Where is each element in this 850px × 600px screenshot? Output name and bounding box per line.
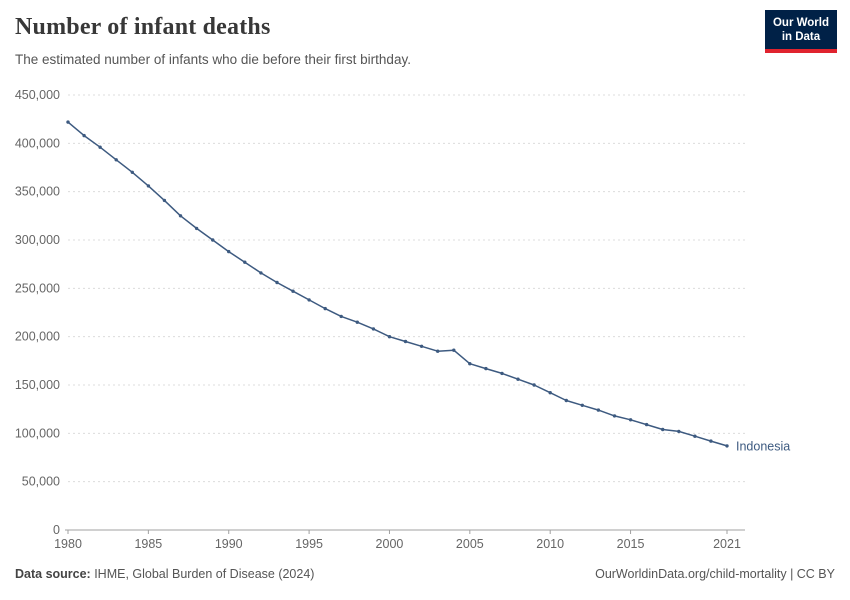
svg-text:1985: 1985 — [134, 537, 162, 551]
svg-text:1995: 1995 — [295, 537, 323, 551]
svg-text:100,000: 100,000 — [15, 426, 60, 440]
svg-text:200,000: 200,000 — [15, 330, 60, 344]
svg-text:250,000: 250,000 — [15, 281, 60, 295]
svg-text:300,000: 300,000 — [15, 233, 60, 247]
svg-text:Indonesia: Indonesia — [736, 439, 790, 453]
line-chart: 0 50,000 100,000 150,000 200,000 250,000 300,0… — [15, 88, 790, 551]
svg-text:0: 0 — [53, 523, 60, 537]
svg-text:50,000: 50,000 — [22, 475, 60, 489]
svg-text:2021: 2021 — [713, 537, 741, 551]
svg-text:1990: 1990 — [215, 537, 243, 551]
owid-logo-line2: in Data — [781, 31, 821, 44]
data-source-value: IHME, Global Burden of Disease (2024) — [90, 567, 315, 581]
credit-link[interactable]: OurWorldinData.org/child-mortality | CC … — [595, 567, 835, 581]
data-source: Data source: IHME, Global Burden of Dise… — [15, 567, 314, 581]
svg-text:350,000: 350,000 — [15, 185, 60, 199]
svg-text:150,000: 150,000 — [15, 378, 60, 392]
svg-text:2010: 2010 — [536, 537, 564, 551]
svg-text:400,000: 400,000 — [15, 136, 60, 150]
data-source-label: Data source: — [15, 567, 91, 581]
svg-text:1980: 1980 — [54, 537, 82, 551]
svg-text:2000: 2000 — [376, 537, 404, 551]
chart-title: Number of infant deaths — [15, 14, 271, 40]
svg-text:450,000: 450,000 — [15, 88, 60, 102]
chart-subtitle: The estimated number of infants who die … — [15, 52, 411, 67]
svg-text:2005: 2005 — [456, 537, 484, 551]
svg-text:2015: 2015 — [617, 537, 645, 551]
owid-logo-line1: Our World — [772, 17, 829, 29]
chart-footer: Data source: IHME, Global Burden of Dise… — [15, 567, 835, 581]
owid-logo[interactable]: Our World in Data — [764, 10, 837, 53]
